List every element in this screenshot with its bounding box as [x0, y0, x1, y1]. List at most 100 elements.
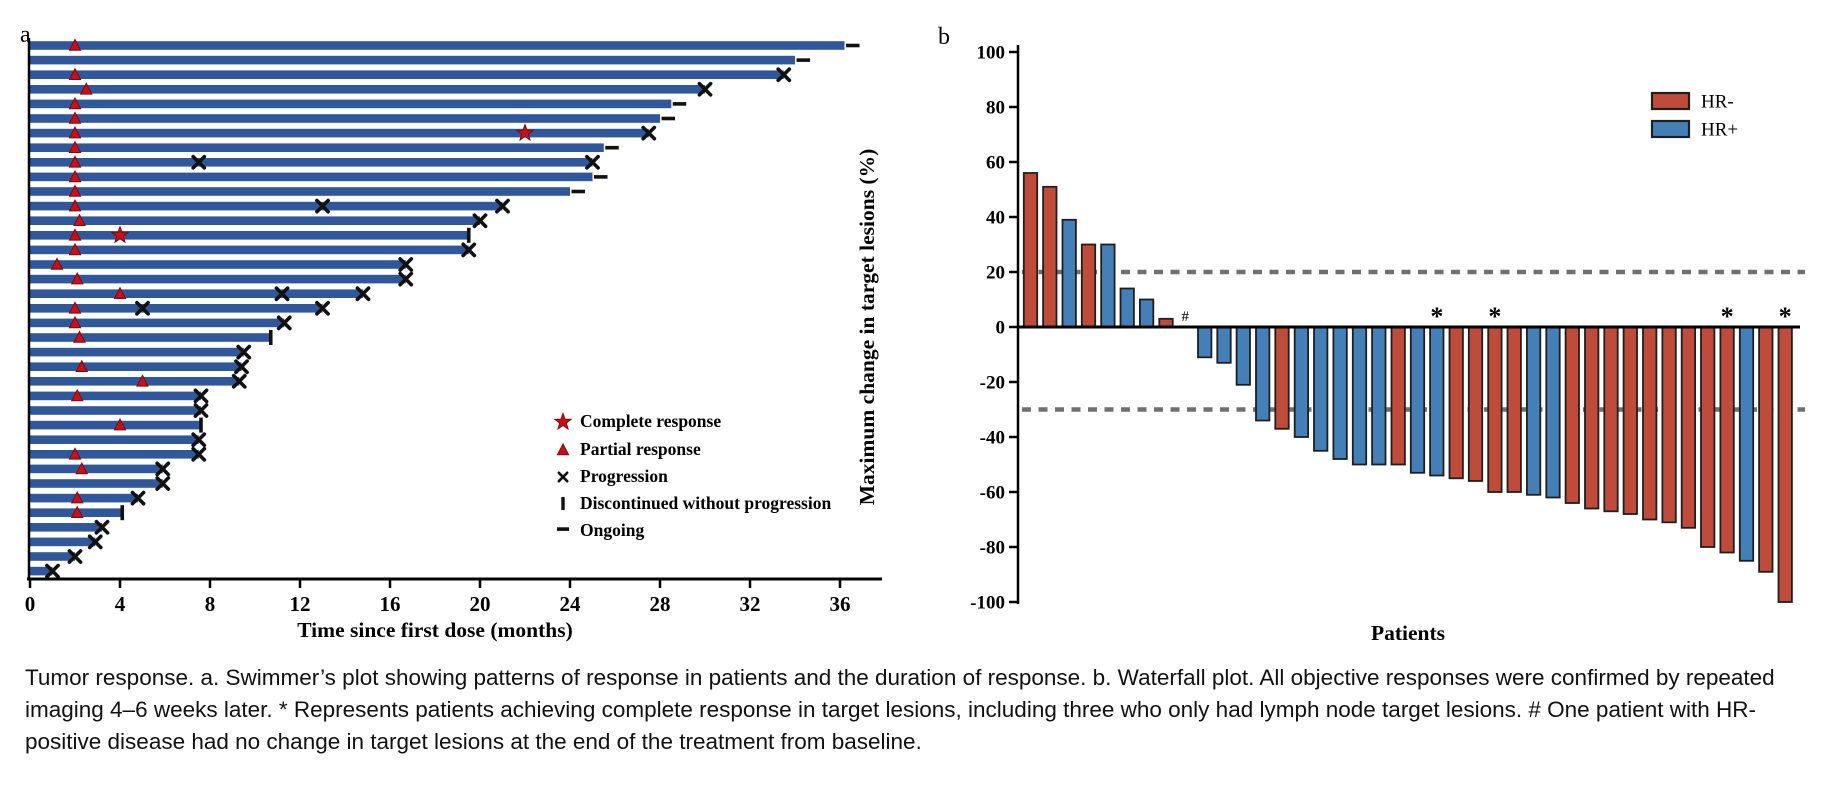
partial-response-triangle-icon [68, 447, 82, 460]
waterfall-bar: * [1719, 302, 1735, 554]
progression-x-icon [135, 300, 150, 316]
waterfall-bar [1332, 326, 1348, 460]
waterfall-y-axis-title: Maximum change in target lesions (%) [855, 149, 879, 506]
waterfall-bar [1642, 326, 1658, 521]
legend-swatch [1650, 91, 1691, 111]
swimmer-x-axis-title: Time since first dose (months) [297, 618, 573, 642]
lesion-change-bar [1584, 326, 1600, 510]
lesion-change-bar [1409, 326, 1426, 474]
lesion-change-bar [1197, 326, 1213, 359]
waterfall-bar [1758, 326, 1774, 573]
ongoing-dash-icon [557, 527, 569, 531]
lesion-change-bar [1042, 185, 1058, 329]
partial-response-triangle-icon [68, 126, 82, 139]
swimmer-row [30, 534, 103, 550]
discontinued-bar-icon [561, 497, 565, 510]
waterfall-bar [1216, 326, 1232, 364]
waterfall-bar [1371, 326, 1387, 466]
treatment-duration-bar [30, 128, 649, 138]
complete-response-asterisk: * [1488, 302, 1501, 331]
treatment-duration-bar [30, 566, 53, 576]
swimmer-row [30, 96, 687, 110]
waterfall-bar [1197, 326, 1213, 359]
treatment-duration-bar [30, 377, 240, 386]
swimmer-x-tick-label: 12 [290, 592, 311, 616]
treatment-duration-bar [30, 99, 672, 109]
waterfall-y-tick-label: 0 [996, 318, 1006, 339]
complete-response-star-icon [553, 412, 573, 431]
lesion-change-bar [1758, 326, 1774, 573]
swimmer-row [30, 563, 60, 579]
waterfall-y-tick-label: -20 [980, 373, 1005, 394]
treatment-duration-bar [30, 523, 102, 532]
progression-x-icon [495, 198, 510, 214]
progression-x-icon [130, 490, 146, 506]
waterfall-bar [1061, 218, 1077, 329]
lesion-change-bar [1139, 298, 1155, 328]
lesion-change-bar [1351, 326, 1368, 466]
partial-response-triangle-icon [79, 82, 93, 95]
progression-x-icon [231, 373, 247, 389]
swimmer-row [30, 184, 585, 197]
waterfall-bar [1680, 326, 1696, 529]
progression-x-icon [193, 403, 209, 418]
waterfall-bar [1545, 326, 1561, 499]
treatment-duration-bar [30, 216, 480, 225]
progression-x-icon [193, 388, 209, 404]
swimmer-row [30, 123, 657, 142]
partial-response-triangle-icon [68, 111, 82, 124]
waterfall-y-tick-label: 60 [986, 153, 1005, 174]
swimmer-row [30, 242, 477, 258]
partial-response-triangle-icon [68, 315, 82, 329]
lesion-change-bar [1738, 326, 1755, 562]
treatment-duration-bar [30, 435, 199, 444]
treatment-duration-bar [30, 391, 201, 401]
lesion-change-bar [1313, 326, 1329, 452]
ongoing-dash-icon [661, 116, 675, 121]
partial-response-triangle-icon [50, 257, 64, 270]
lesion-change-bar [1564, 326, 1580, 504]
swimmer-legend-label: Partial response [580, 439, 701, 459]
lesion-change-bar [1467, 326, 1484, 482]
waterfall-bar: * [1487, 302, 1503, 493]
swimmer-x-tick-label: 32 [740, 592, 761, 616]
partial-response-triangle-icon [75, 461, 89, 475]
treatment-duration-bar [30, 450, 199, 459]
treatment-duration-bar [30, 464, 163, 474]
waterfall-bar: * [1777, 302, 1793, 603]
ongoing-dash-icon [796, 58, 810, 62]
swimmer-legend-item: Ongoing [557, 520, 644, 540]
lesion-change-bar [1487, 326, 1503, 493]
waterfall-bar [1022, 172, 1039, 328]
lesion-change-bar [1332, 326, 1348, 460]
treatment-duration-bar [30, 41, 845, 50]
partial-response-triangle-icon [68, 228, 82, 241]
partial-response-triangle-icon [68, 169, 82, 183]
waterfall-legend-label: HR+ [1701, 120, 1738, 141]
lesion-change-bar [1777, 326, 1793, 603]
swimmer-row [30, 417, 203, 433]
waterfall-bar [1661, 326, 1677, 524]
partial-response-triangle-icon [73, 330, 86, 343]
progression-x-icon [236, 344, 252, 360]
swimmer-plot: a 0 4 8 12 16 20 24 28 32 36 Time since first dose … [20, 22, 882, 642]
waterfall-bar [1448, 326, 1464, 480]
discontinued-bar-icon [268, 330, 273, 345]
partial-response-triangle-icon [70, 388, 84, 402]
progression-x-icon [472, 213, 488, 229]
swimmer-row [30, 154, 600, 170]
waterfall-y-tick-label: 20 [986, 263, 1005, 284]
ongoing-dash-icon [571, 189, 585, 194]
progression-x-icon [315, 300, 330, 316]
waterfall-bar [1700, 326, 1716, 548]
treatment-duration-bar [30, 172, 593, 182]
no-change-hash: # [1182, 309, 1190, 325]
lesion-change-bar [1719, 326, 1735, 554]
waterfall-bar [1274, 326, 1290, 430]
swimmer-row [30, 344, 252, 360]
progression-x-icon [67, 549, 83, 564]
progression-x-icon [274, 286, 290, 302]
treatment-duration-bar [30, 158, 593, 167]
swimmer-row [30, 476, 171, 491]
waterfall-bar [1255, 326, 1271, 422]
